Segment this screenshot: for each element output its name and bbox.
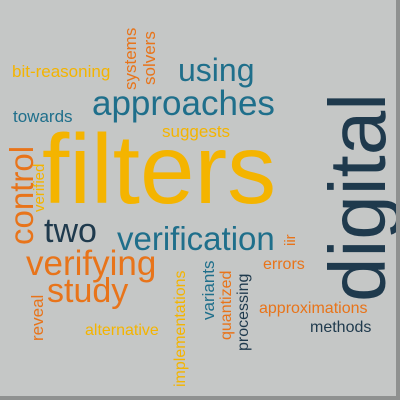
word-reveal: reveal	[28, 294, 47, 341]
word-approaches: approaches	[92, 84, 275, 123]
word-variants: variants	[199, 260, 218, 320]
word-using: using	[178, 52, 255, 88]
word-study: study	[47, 272, 129, 310]
word-verification: verification	[117, 220, 275, 257]
word-verifying: verifying	[26, 244, 157, 283]
word-quantized: quantized	[218, 270, 235, 340]
word-towards: towards	[13, 107, 73, 126]
word-verified: verified	[31, 163, 48, 212]
word-digital: digital	[313, 92, 400, 302]
word-filters: filters	[42, 114, 277, 224]
word-alternative: alternative	[85, 322, 159, 339]
word-implementations: implementations	[172, 270, 189, 388]
word-processing: processing	[235, 273, 252, 351]
word-suggests: suggests	[162, 122, 231, 141]
word-iir: iir	[282, 234, 299, 246]
word-solvers: solvers	[140, 31, 159, 85]
word-bit-reasoning: bit-reasoning	[12, 62, 111, 81]
word-errors: errors	[263, 256, 305, 273]
word-approximations: approximations	[259, 300, 368, 317]
word-two: two	[44, 212, 97, 250]
word-systems: systems	[121, 27, 140, 90]
word-methods: methods	[310, 319, 372, 336]
